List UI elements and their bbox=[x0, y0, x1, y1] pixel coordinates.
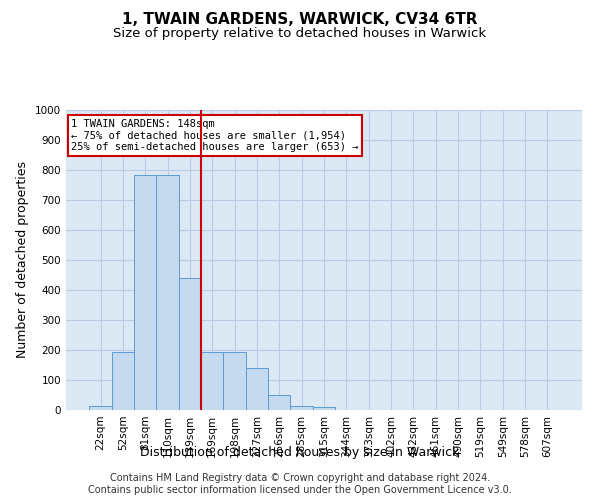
Text: Contains HM Land Registry data © Crown copyright and database right 2024.
Contai: Contains HM Land Registry data © Crown c… bbox=[88, 474, 512, 495]
Y-axis label: Number of detached properties: Number of detached properties bbox=[16, 162, 29, 358]
Text: Size of property relative to detached houses in Warwick: Size of property relative to detached ho… bbox=[113, 28, 487, 40]
Bar bbox=[313, 407, 335, 410]
Bar bbox=[89, 406, 112, 410]
Bar bbox=[201, 352, 223, 410]
Bar bbox=[268, 395, 290, 410]
Bar bbox=[223, 352, 246, 410]
Text: Distribution of detached houses by size in Warwick: Distribution of detached houses by size … bbox=[140, 446, 460, 459]
Bar bbox=[157, 174, 179, 410]
Text: 1 TWAIN GARDENS: 148sqm
← 75% of detached houses are smaller (1,954)
25% of semi: 1 TWAIN GARDENS: 148sqm ← 75% of detache… bbox=[71, 119, 359, 152]
Text: 1, TWAIN GARDENS, WARWICK, CV34 6TR: 1, TWAIN GARDENS, WARWICK, CV34 6TR bbox=[122, 12, 478, 28]
Bar bbox=[112, 352, 134, 410]
Bar bbox=[179, 278, 201, 410]
Bar bbox=[246, 368, 268, 410]
Bar bbox=[290, 406, 313, 410]
Bar bbox=[134, 174, 157, 410]
